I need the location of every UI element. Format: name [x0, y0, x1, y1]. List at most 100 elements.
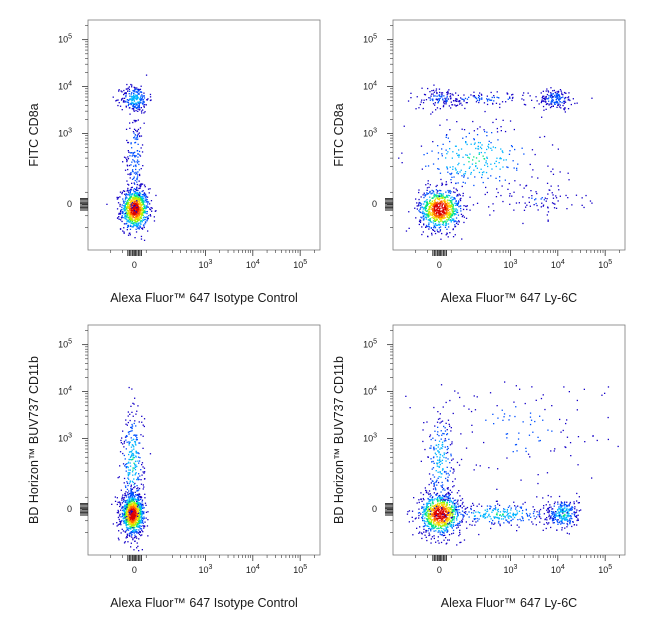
event-point	[559, 104, 561, 106]
y-tick-label: 104	[58, 386, 72, 397]
event-point	[132, 98, 134, 101]
event-point	[438, 525, 440, 527]
event-point	[446, 194, 448, 197]
event-point	[461, 175, 463, 177]
event-point	[453, 198, 455, 200]
event-point	[142, 507, 144, 509]
event-point	[433, 91, 435, 93]
event-point	[136, 488, 138, 490]
event-point	[129, 481, 131, 483]
event-point	[136, 226, 138, 228]
event-point	[552, 96, 554, 98]
event-point	[431, 234, 433, 236]
event-point	[117, 512, 119, 514]
event-point	[130, 142, 132, 144]
event-point	[123, 454, 125, 457]
event-point	[144, 193, 146, 195]
event-point	[138, 200, 140, 202]
event-point	[130, 102, 133, 104]
event-point	[129, 214, 131, 217]
event-point	[134, 204, 136, 207]
event-point	[141, 499, 144, 501]
event-point	[135, 195, 137, 197]
event-point	[142, 488, 144, 490]
event-point	[440, 497, 442, 499]
event-point	[126, 215, 128, 217]
event-point	[442, 521, 444, 523]
event-point	[533, 107, 535, 109]
event-point	[129, 127, 131, 129]
event-point	[131, 491, 133, 493]
event-point	[484, 164, 486, 166]
event-point	[574, 102, 576, 105]
event-point	[440, 511, 442, 513]
event-point	[456, 195, 458, 197]
event-point	[136, 465, 138, 468]
event-point	[135, 207, 137, 209]
event-point	[426, 507, 428, 509]
event-point	[134, 482, 136, 485]
event-point	[139, 495, 141, 498]
y-axis-rug	[80, 205, 88, 207]
event-point	[133, 422, 135, 425]
event-point	[139, 496, 141, 498]
event-point	[137, 101, 139, 103]
event-point	[128, 444, 130, 446]
event-point	[454, 513, 456, 515]
event-point	[447, 92, 449, 94]
event-point	[129, 122, 131, 124]
event-point	[139, 506, 141, 509]
event-point	[446, 153, 448, 155]
event-point	[422, 107, 424, 110]
event-point	[144, 221, 147, 223]
event-point	[434, 219, 436, 221]
event-point	[132, 518, 135, 520]
event-point	[463, 205, 465, 207]
event-point	[458, 535, 460, 537]
event-point	[440, 201, 442, 203]
event-point	[564, 100, 566, 102]
event-point	[143, 216, 145, 218]
event-point	[139, 213, 142, 215]
event-point	[130, 213, 132, 215]
event-point	[443, 215, 445, 217]
event-point	[458, 149, 460, 151]
event-point	[134, 486, 136, 488]
event-point	[120, 507, 123, 509]
event-point	[550, 87, 552, 89]
event-point	[114, 496, 116, 498]
event-point	[497, 191, 499, 194]
event-point	[437, 190, 439, 192]
x-axis-rug	[134, 555, 136, 561]
event-point	[136, 206, 138, 209]
event-point	[127, 187, 129, 190]
event-point	[131, 496, 134, 498]
event-point	[570, 103, 572, 106]
event-point	[143, 95, 145, 97]
event-point	[401, 152, 403, 154]
event-point	[430, 542, 432, 544]
event-point	[496, 91, 498, 93]
event-point	[447, 539, 449, 541]
event-point	[443, 530, 446, 532]
event-point	[132, 537, 134, 539]
event-point	[446, 100, 448, 102]
event-point	[557, 97, 559, 99]
event-point	[545, 108, 547, 110]
event-point	[490, 147, 492, 149]
event-point	[127, 141, 130, 144]
event-point	[129, 174, 131, 176]
event-point	[126, 482, 129, 484]
event-point	[440, 525, 442, 527]
event-point	[126, 505, 128, 508]
event-point	[120, 217, 123, 219]
event-point	[481, 94, 483, 96]
event-point	[138, 493, 140, 495]
event-point	[438, 509, 440, 511]
event-point	[125, 512, 128, 514]
event-point	[429, 208, 431, 210]
event-point	[116, 99, 118, 101]
event-point	[145, 74, 148, 76]
event-point	[525, 185, 527, 187]
event-point	[140, 197, 142, 199]
